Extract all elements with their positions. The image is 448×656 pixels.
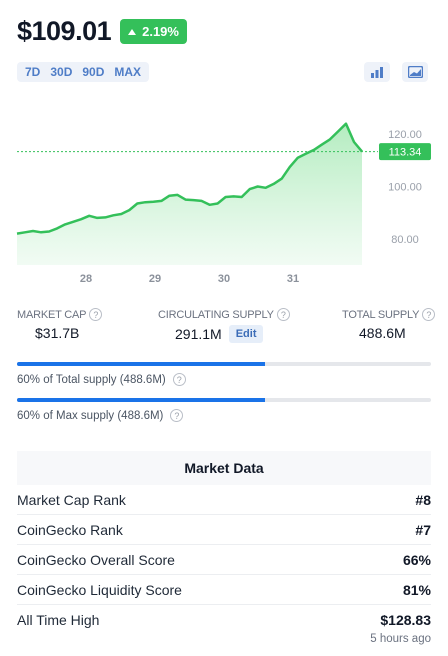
help-icon[interactable]: ?	[89, 308, 103, 321]
total-supply-stat: TOTAL SUPPLY ? 488.6M	[342, 308, 436, 341]
time-range-selector: 7D 30D 90D MAX	[17, 62, 150, 82]
max-supply-progress-fill	[17, 398, 266, 402]
market-data-value: #8	[415, 491, 431, 508]
market-data-value: #7	[415, 521, 431, 538]
market-data-key: CoinGecko Overall Score	[17, 551, 175, 568]
total-supply-value: 488.6M	[359, 325, 406, 341]
price-change-badge: 2.19%	[120, 19, 187, 44]
total-supply-progress-fill	[17, 362, 266, 366]
price-header: $109.01 2.19%	[17, 16, 187, 47]
help-icon[interactable]: ?	[170, 409, 184, 422]
market-data-value: $128.83	[380, 612, 431, 628]
chart-area-icon	[407, 66, 423, 78]
y-tick-label: 80.00	[391, 234, 419, 246]
market-data-key: CoinGecko Rank	[17, 521, 123, 538]
price-chart[interactable]: 120.00 100.00 80.00 28 29 30 31 113.34	[0, 100, 448, 290]
edit-supply-button[interactable]: Edit	[228, 325, 264, 343]
market-cap-value: $31.7B	[35, 325, 80, 341]
range-max-button[interactable]: MAX	[114, 65, 142, 79]
x-tick-label: 28	[80, 273, 92, 285]
market-cap-stat: MARKET CAP ? $31.7B	[17, 308, 103, 341]
market-cap-label: MARKET CAP	[17, 308, 87, 321]
market-data-value: 66%	[402, 551, 431, 568]
range-30d-button[interactable]: 30D	[50, 65, 73, 79]
circulating-supply-stat: CIRCULATING SUPPLY ? 291.1M Edit	[158, 308, 290, 343]
circulating-supply-value: 291.1M	[175, 326, 222, 342]
help-icon[interactable]: ?	[172, 373, 186, 386]
all-time-high-timestamp: 5 hours ago	[370, 633, 431, 645]
y-tick-label: 100.00	[388, 182, 422, 194]
up-arrow-icon	[128, 28, 137, 35]
total-supply-caption: 60% of Total supply (488.6M)	[17, 373, 166, 386]
x-tick-label: 31	[287, 273, 299, 285]
max-supply-progress-bar	[17, 398, 431, 402]
help-icon[interactable]: ?	[422, 308, 436, 321]
price-line	[16, 122, 363, 235]
current-price: $109.01	[17, 16, 112, 46]
market-data-row: CoinGecko Rank #7	[17, 515, 431, 545]
market-data-title: Market Data	[17, 451, 431, 485]
price-change-value: 2.19%	[142, 24, 179, 39]
current-price-tag: 113.34	[379, 143, 431, 161]
market-data-row: CoinGecko Overall Score 66%	[17, 545, 431, 575]
y-tick-label: 120.00	[388, 129, 422, 141]
line-chart-view-button[interactable]	[402, 62, 428, 82]
x-tick-label: 29	[149, 273, 161, 285]
market-data-row: CoinGecko Liquidity Score 81%	[17, 575, 431, 605]
market-data-row: All Time High $128.83	[17, 605, 431, 635]
market-data-key: CoinGecko Liquidity Score	[17, 581, 182, 598]
range-90d-button[interactable]: 90D	[82, 65, 105, 79]
total-supply-progress-bar	[17, 362, 431, 366]
x-tick-label: 30	[218, 273, 230, 285]
total-supply-label: TOTAL SUPPLY	[342, 308, 420, 321]
circulating-supply-label: CIRCULATING SUPPLY	[158, 308, 274, 321]
market-data-key: All Time High	[17, 612, 100, 628]
range-7d-button[interactable]: 7D	[25, 65, 41, 79]
help-icon[interactable]: ?	[276, 308, 290, 321]
market-data-value: 81%	[402, 581, 431, 598]
price-area-fill	[17, 123, 362, 265]
bar-chart-view-button[interactable]	[364, 62, 390, 82]
market-data-row: Market Cap Rank #8	[17, 485, 431, 515]
bar-chart-icon	[371, 67, 383, 78]
max-supply-caption: 60% of Max supply (488.6M)	[17, 409, 164, 422]
market-data-key: Market Cap Rank	[17, 491, 126, 508]
current-price-tag-label: 113.34	[389, 147, 422, 159]
